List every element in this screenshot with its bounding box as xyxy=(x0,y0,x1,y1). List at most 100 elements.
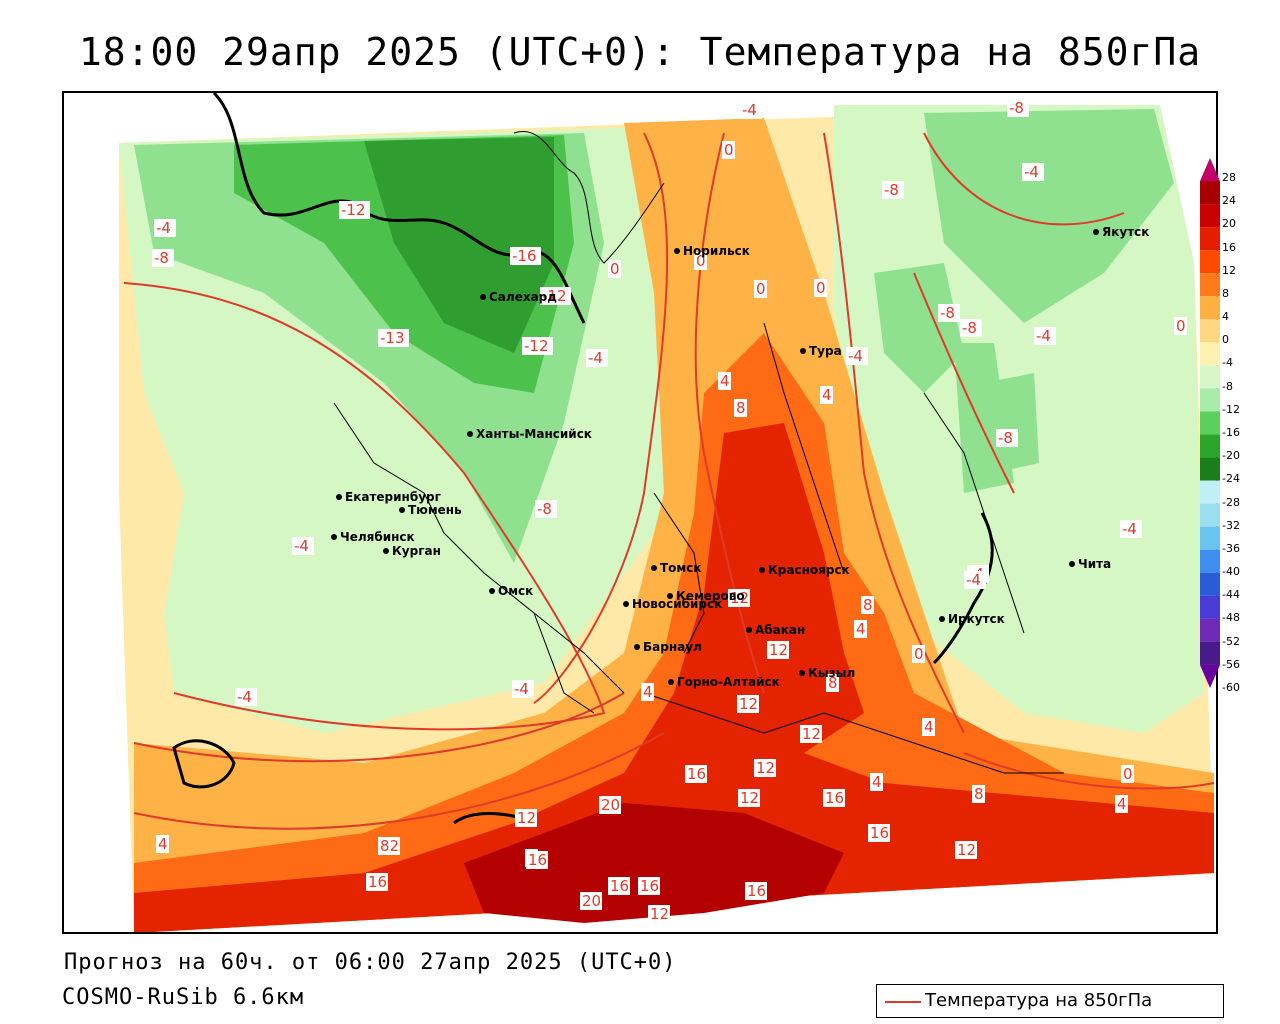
city-marker[interactable] xyxy=(667,593,673,599)
colorbar-tick-label: 16 xyxy=(1222,240,1236,254)
isotherm-label: 0 xyxy=(814,279,827,297)
city-marker[interactable] xyxy=(467,431,473,437)
city-marker[interactable] xyxy=(800,348,806,354)
svg-text:16: 16 xyxy=(528,851,547,869)
colorbar-segment xyxy=(1200,641,1220,665)
svg-text:0: 0 xyxy=(756,280,766,298)
isotherm-label: 16 xyxy=(868,824,890,842)
city-marker[interactable] xyxy=(1069,561,1075,567)
page-title: 18:00 29апр 2025 (UTC+0): Температура на… xyxy=(78,30,1202,74)
colorbar-tick-label: 24 xyxy=(1222,194,1236,208)
isotherm-label: 12 xyxy=(737,695,759,713)
city-marker[interactable] xyxy=(651,565,657,571)
svg-text:16: 16 xyxy=(870,824,889,842)
svg-text:-4: -4 xyxy=(237,688,252,706)
colorbar-segment xyxy=(1200,158,1220,182)
city-label: Омск xyxy=(498,584,533,598)
svg-text:-4: -4 xyxy=(966,571,981,589)
isotherm-label: -4 xyxy=(1022,163,1044,181)
isotherm-line xyxy=(913,272,1015,494)
city-marker[interactable] xyxy=(383,548,389,554)
city-marker[interactable] xyxy=(799,670,805,676)
colorbar-segment xyxy=(1200,549,1220,573)
isotherm-label: 12 xyxy=(728,589,750,607)
svg-text:8: 8 xyxy=(974,785,984,803)
colorbar-segment xyxy=(1200,296,1220,320)
border xyxy=(653,492,705,654)
city-marker[interactable] xyxy=(1093,229,1099,235)
colorbar-segment xyxy=(1200,273,1220,297)
isotherm-label: 8 xyxy=(378,837,391,855)
city-marker[interactable] xyxy=(331,534,337,540)
colorbar-segment xyxy=(1200,319,1220,343)
colorbar-tick-label: -8 xyxy=(1222,379,1233,393)
isotherm-label: 12 xyxy=(800,725,822,743)
isotherm-label: -8 xyxy=(938,304,960,322)
isotherm-label: 16 xyxy=(608,877,630,895)
isotherm-label: 12 xyxy=(648,905,670,923)
svg-text:4: 4 xyxy=(720,372,730,390)
svg-text:-8: -8 xyxy=(884,181,899,199)
svg-text:4: 4 xyxy=(872,773,882,791)
city-label: Екатеринбург xyxy=(345,490,441,504)
city-marker[interactable] xyxy=(746,627,752,633)
svg-text:12: 12 xyxy=(517,809,536,827)
legend-line-swatch xyxy=(885,1001,921,1003)
zone-cold-east2 xyxy=(874,263,964,393)
isotherm-label: -8 xyxy=(152,249,174,267)
city-marker[interactable] xyxy=(939,616,945,622)
svg-text:4: 4 xyxy=(924,718,934,736)
city-marker[interactable] xyxy=(668,679,674,685)
city-marker[interactable] xyxy=(623,601,629,607)
colorbar-segment xyxy=(1200,480,1220,504)
isotherm-label: -8 xyxy=(1007,99,1029,117)
city-marker[interactable] xyxy=(399,507,405,513)
svg-text:-4: -4 xyxy=(1122,520,1137,538)
city-label: Барнаул xyxy=(643,640,702,654)
svg-text:4: 4 xyxy=(1117,795,1127,813)
isotherm-label: -8 xyxy=(960,319,982,337)
zone-cold-east xyxy=(924,109,1174,323)
colorbar-tick-label: -48 xyxy=(1222,611,1240,625)
isotherm-label: -4 xyxy=(740,101,762,119)
isotherm-label: -4 xyxy=(512,680,534,698)
isotherm-label: -12 xyxy=(540,287,571,305)
city-marker[interactable] xyxy=(674,248,680,254)
isotherm-label: -4 xyxy=(1120,520,1142,538)
isotherm-label: -4 xyxy=(964,571,986,589)
colorbar-segment xyxy=(1200,572,1220,596)
isotherm-line xyxy=(133,732,665,830)
svg-text:20: 20 xyxy=(601,796,620,814)
city-marker[interactable] xyxy=(759,567,765,573)
colorbar-tick-label: 12 xyxy=(1222,263,1236,277)
svg-text:0: 0 xyxy=(696,252,706,270)
isotherm-line xyxy=(694,132,765,694)
city-label: Кызыл xyxy=(808,666,855,680)
city-label: Челябинск xyxy=(340,530,415,544)
colorbar-tick-label: 28 xyxy=(1222,171,1236,184)
svg-text:12: 12 xyxy=(730,589,749,607)
isotherm-label: 0 xyxy=(694,252,707,270)
temperature-map[interactable]: -4 -8 0 -4 -8 -12 -8 -4 -16 -12 0 0 0 0 -8 -8 -4 0 -13 -12 -… xyxy=(62,91,1218,934)
city-label: Чита xyxy=(1078,557,1111,571)
city-marker[interactable] xyxy=(336,494,342,500)
colorbar-tick-label: -44 xyxy=(1222,588,1240,602)
isotherm-label: 0 xyxy=(1174,317,1187,335)
svg-text:4: 4 xyxy=(856,620,866,638)
city-marker[interactable] xyxy=(489,588,495,594)
border xyxy=(763,322,845,574)
isotherm-label: 12 xyxy=(515,809,537,827)
svg-text:8: 8 xyxy=(380,837,390,855)
city-label: Горно-Алтайск xyxy=(677,675,780,689)
isotherm-label: 0 xyxy=(608,260,621,278)
city-marker[interactable] xyxy=(634,644,640,650)
isotherm-label: 4 xyxy=(870,773,883,791)
isotherm-label: 16 xyxy=(745,882,767,900)
isotherm-label: 4 xyxy=(641,683,654,701)
isotherm-label: 0 xyxy=(754,280,767,298)
isotherm-label: 12 xyxy=(767,641,789,659)
colorbar-segment xyxy=(1200,365,1220,389)
city-marker[interactable] xyxy=(480,294,486,300)
isotherm-labels: -4 -8 0 -4 -8 -12 -8 -4 -16 -12 0 0 0 0 -8 -8 -4 0 -13 -12 -… xyxy=(152,99,1187,923)
isotherm-label: 4 xyxy=(854,620,867,638)
